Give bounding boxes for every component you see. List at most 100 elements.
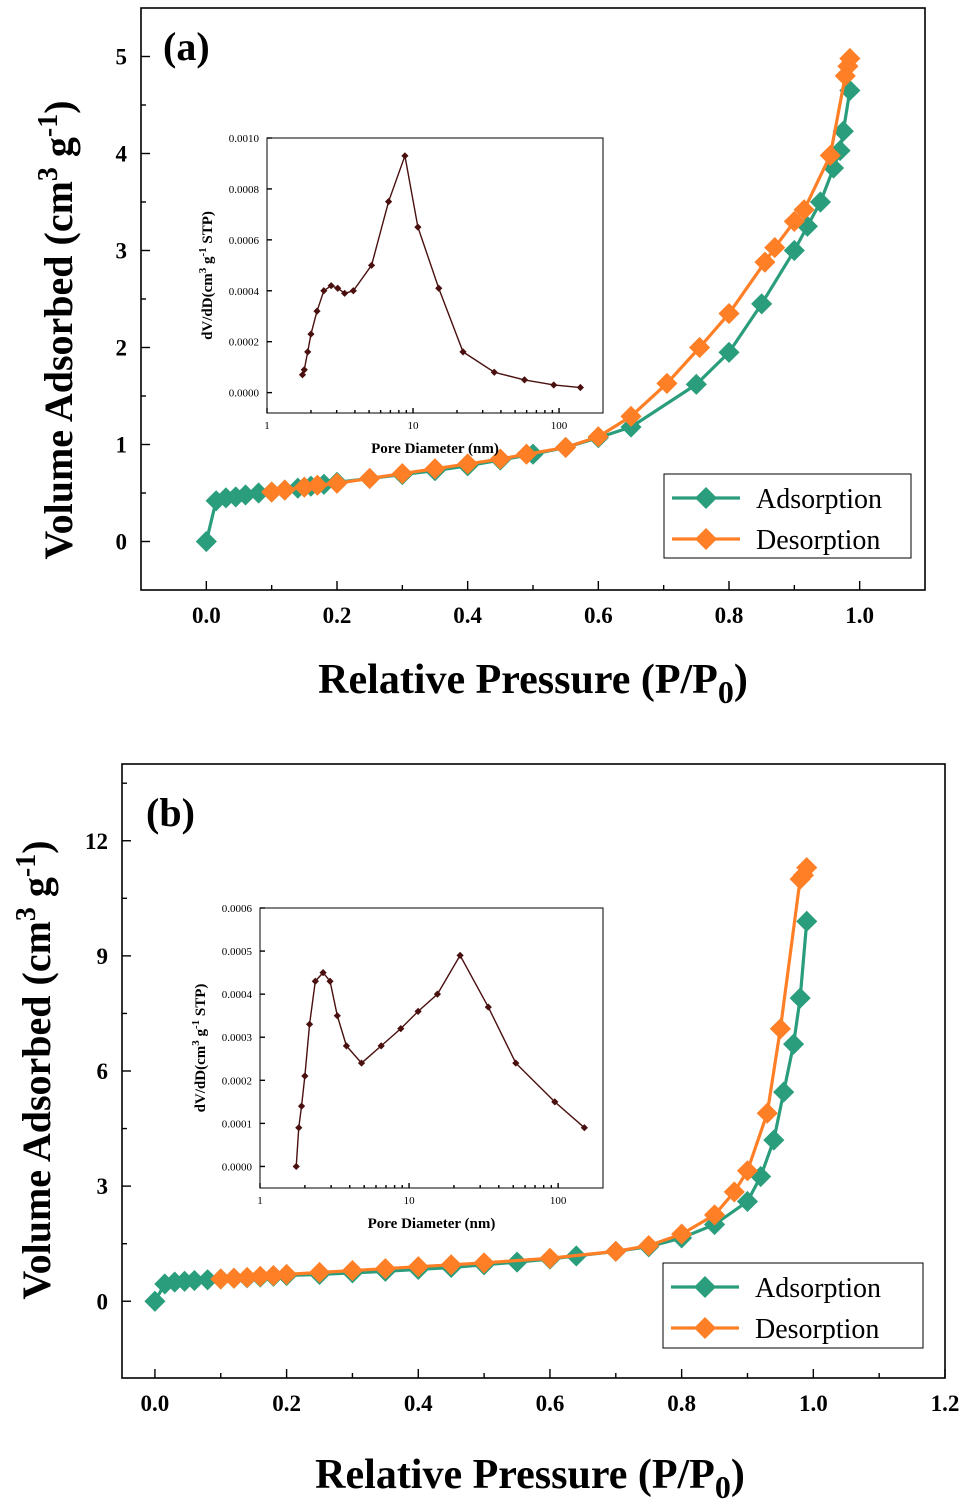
x-tick-label: 0.8 — [715, 603, 744, 628]
inset-x-axis-title: Pore Diameter (nm) — [368, 1216, 496, 1232]
data-point-desorption — [638, 1235, 660, 1257]
data-point-adsorption — [620, 416, 642, 438]
inset-data-point — [377, 1042, 385, 1050]
y-axis-title: Volume Adsorbed (cm3 g-1) — [33, 100, 81, 559]
inset-data-point — [326, 977, 334, 985]
inset-y-axis-title: dV/dD(cm3 g-1 STP) — [197, 211, 216, 340]
panel-label: (b) — [146, 790, 195, 835]
data-point-desorption — [489, 448, 511, 470]
inset-x-tick-label: 10 — [408, 420, 420, 432]
data-point-desorption — [671, 1223, 693, 1245]
inset-frame — [259, 907, 604, 1189]
inset-data-point — [307, 330, 315, 338]
y-tick-label: 3 — [116, 239, 128, 264]
inset-chart: 1 10 100 0.0000 0.0002 0.0004 0.0006 0.0008 0.00… — [197, 133, 604, 457]
inset-data-point — [433, 990, 442, 998]
inset-y-tick-label: 0.0006 — [222, 903, 253, 915]
data-point-adsorption — [809, 191, 832, 213]
inset-data-point — [456, 951, 464, 959]
legend-swatch-marker — [694, 1317, 716, 1339]
x-tick-label: 1.0 — [799, 1391, 828, 1416]
inset-series-line — [295, 953, 585, 1167]
inset-data-point — [580, 1124, 588, 1132]
data-point-adsorption — [195, 530, 217, 553]
inset-y-tick-label: 0.0005 — [222, 946, 253, 958]
data-point-desorption — [764, 237, 786, 259]
data-point-desorption — [689, 336, 711, 359]
data-point-desorption — [210, 1268, 232, 1290]
inset-x-tick-label: 1 — [257, 1195, 263, 1207]
data-point-desorption — [819, 144, 841, 167]
inset-y-tick-label: 0.0001 — [222, 1118, 252, 1130]
inset-data-point — [484, 1003, 492, 1011]
data-point-desorption — [587, 426, 609, 448]
data-point-desorption — [793, 199, 815, 221]
inset-y-axis-title: dV/dD(cm3 g-1 STP) — [190, 984, 209, 1113]
x-tick-label: 0.6 — [584, 603, 613, 628]
data-point-desorption — [236, 1266, 258, 1289]
inset-y-tick-label: 0.0002 — [229, 337, 259, 349]
y-tick-label: 3 — [97, 1174, 109, 1199]
inset-data-point — [320, 287, 328, 295]
data-point-desorption — [834, 65, 856, 87]
series-line-adsorption — [153, 921, 809, 1303]
inset-data-point — [367, 261, 376, 269]
inset-data-point — [305, 1020, 314, 1028]
data-point-desorption — [515, 443, 538, 465]
data-point-desorption — [783, 210, 805, 232]
data-point-desorption — [326, 472, 348, 494]
data-point-desorption — [620, 405, 642, 427]
inset-data-point — [550, 381, 558, 389]
x-tick-label: 0.4 — [404, 1391, 433, 1416]
data-point-desorption — [605, 1240, 627, 1262]
inset-data-point — [319, 969, 327, 977]
inset-x-tick-label: 1 — [264, 420, 270, 432]
data-point-desorption — [274, 479, 296, 501]
inset-data-point — [490, 368, 498, 376]
x-axis-title: Relative Pressure (P/P0) — [315, 1452, 745, 1502]
inset-data-point — [414, 223, 422, 231]
x-tick-label: 0.8 — [667, 1391, 696, 1416]
legend-swatch-marker — [695, 487, 717, 509]
inset-data-point — [384, 198, 393, 206]
inset-y-tick-label: 0.0008 — [229, 184, 260, 196]
x-tick-label: 1.0 — [845, 603, 874, 628]
y-tick-label: 6 — [97, 1059, 109, 1084]
inset-x-tick-label: 100 — [551, 420, 568, 432]
inset-y-tick-label: 0.0002 — [222, 1075, 252, 1087]
data-point-adsorption — [789, 987, 811, 1009]
data-point-desorption — [736, 1160, 759, 1182]
inset-data-point — [295, 1124, 303, 1132]
inset-data-point — [341, 289, 349, 297]
inset-series-line — [301, 153, 581, 389]
inset-data-point — [576, 383, 584, 392]
data-point-desorption — [306, 474, 328, 496]
data-point-adsorption — [685, 373, 707, 395]
data-point-desorption — [359, 467, 381, 490]
data-point-desorption — [276, 1263, 298, 1285]
inset-data-point — [397, 1025, 405, 1033]
inset-y-tick-label: 0.0004 — [229, 286, 260, 298]
y-tick-label: 12 — [85, 829, 108, 854]
inset-chart: 1 10 100 0.0000 0.0001 0.0002 0.0003 0.0004 0.00… — [190, 903, 604, 1232]
inset-data-point — [297, 1102, 306, 1110]
data-point-adsorption — [736, 1190, 759, 1213]
inset-data-point — [459, 348, 467, 356]
panel-label: (a) — [163, 24, 210, 69]
inset-y-tick-label: 0.0006 — [229, 235, 260, 247]
data-point-adsorption — [783, 239, 805, 262]
y-tick-label: 5 — [116, 45, 128, 70]
inset-data-point — [401, 152, 409, 160]
inset-data-point — [414, 1007, 422, 1015]
y-tick-label: 9 — [97, 944, 109, 969]
inset-data-point — [435, 284, 443, 292]
inset-data-point — [520, 376, 529, 384]
y-tick-label: 1 — [116, 433, 128, 458]
legend-swatch-marker — [694, 1276, 716, 1298]
data-point-adsorption — [751, 293, 773, 315]
legend-label: Adsorption — [756, 484, 882, 515]
inset-data-point — [333, 1012, 341, 1020]
data-point-desorption — [374, 1258, 396, 1280]
y-axis-title: Volume Adsorbed (cm3 g-1) — [11, 840, 59, 1299]
